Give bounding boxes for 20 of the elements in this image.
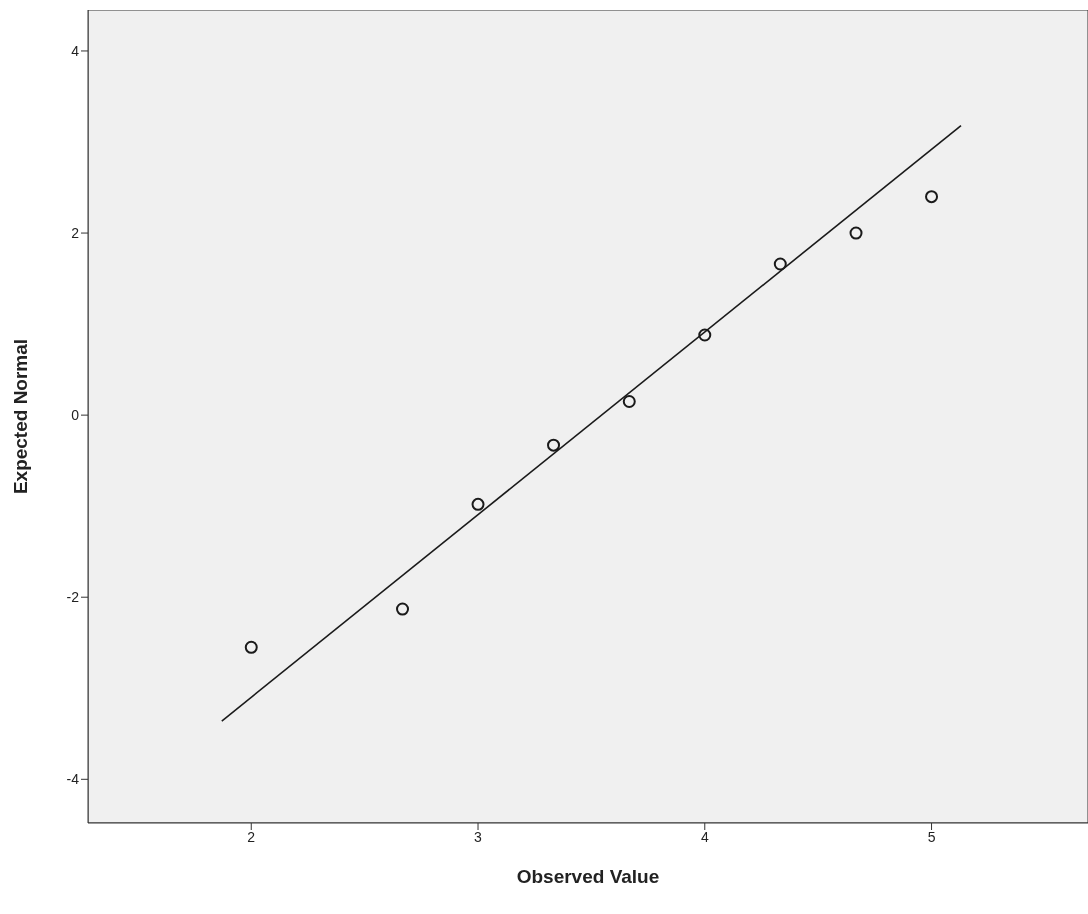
x-tick-label: 2 [247,828,256,845]
point [471,497,485,511]
point [547,438,561,452]
point [396,602,410,616]
point [698,328,712,342]
point [925,190,939,204]
point [773,257,787,271]
y-tick-label: 0 [71,407,80,424]
x-axis-title: Observed Value [516,866,660,887]
point [849,226,863,240]
y-tick-label: -4 [66,771,80,788]
x-tick-label: 4 [700,828,709,845]
y-tick-label: -2 [66,589,80,606]
point [244,640,258,654]
y-axis-title: Expected Normal [9,338,31,495]
point [622,394,636,408]
y-tick-label: 2 [71,225,80,242]
x-tick-label: 3 [474,828,483,845]
y-tick-label: 4 [71,42,80,59]
x-tick-label: 5 [927,828,936,845]
